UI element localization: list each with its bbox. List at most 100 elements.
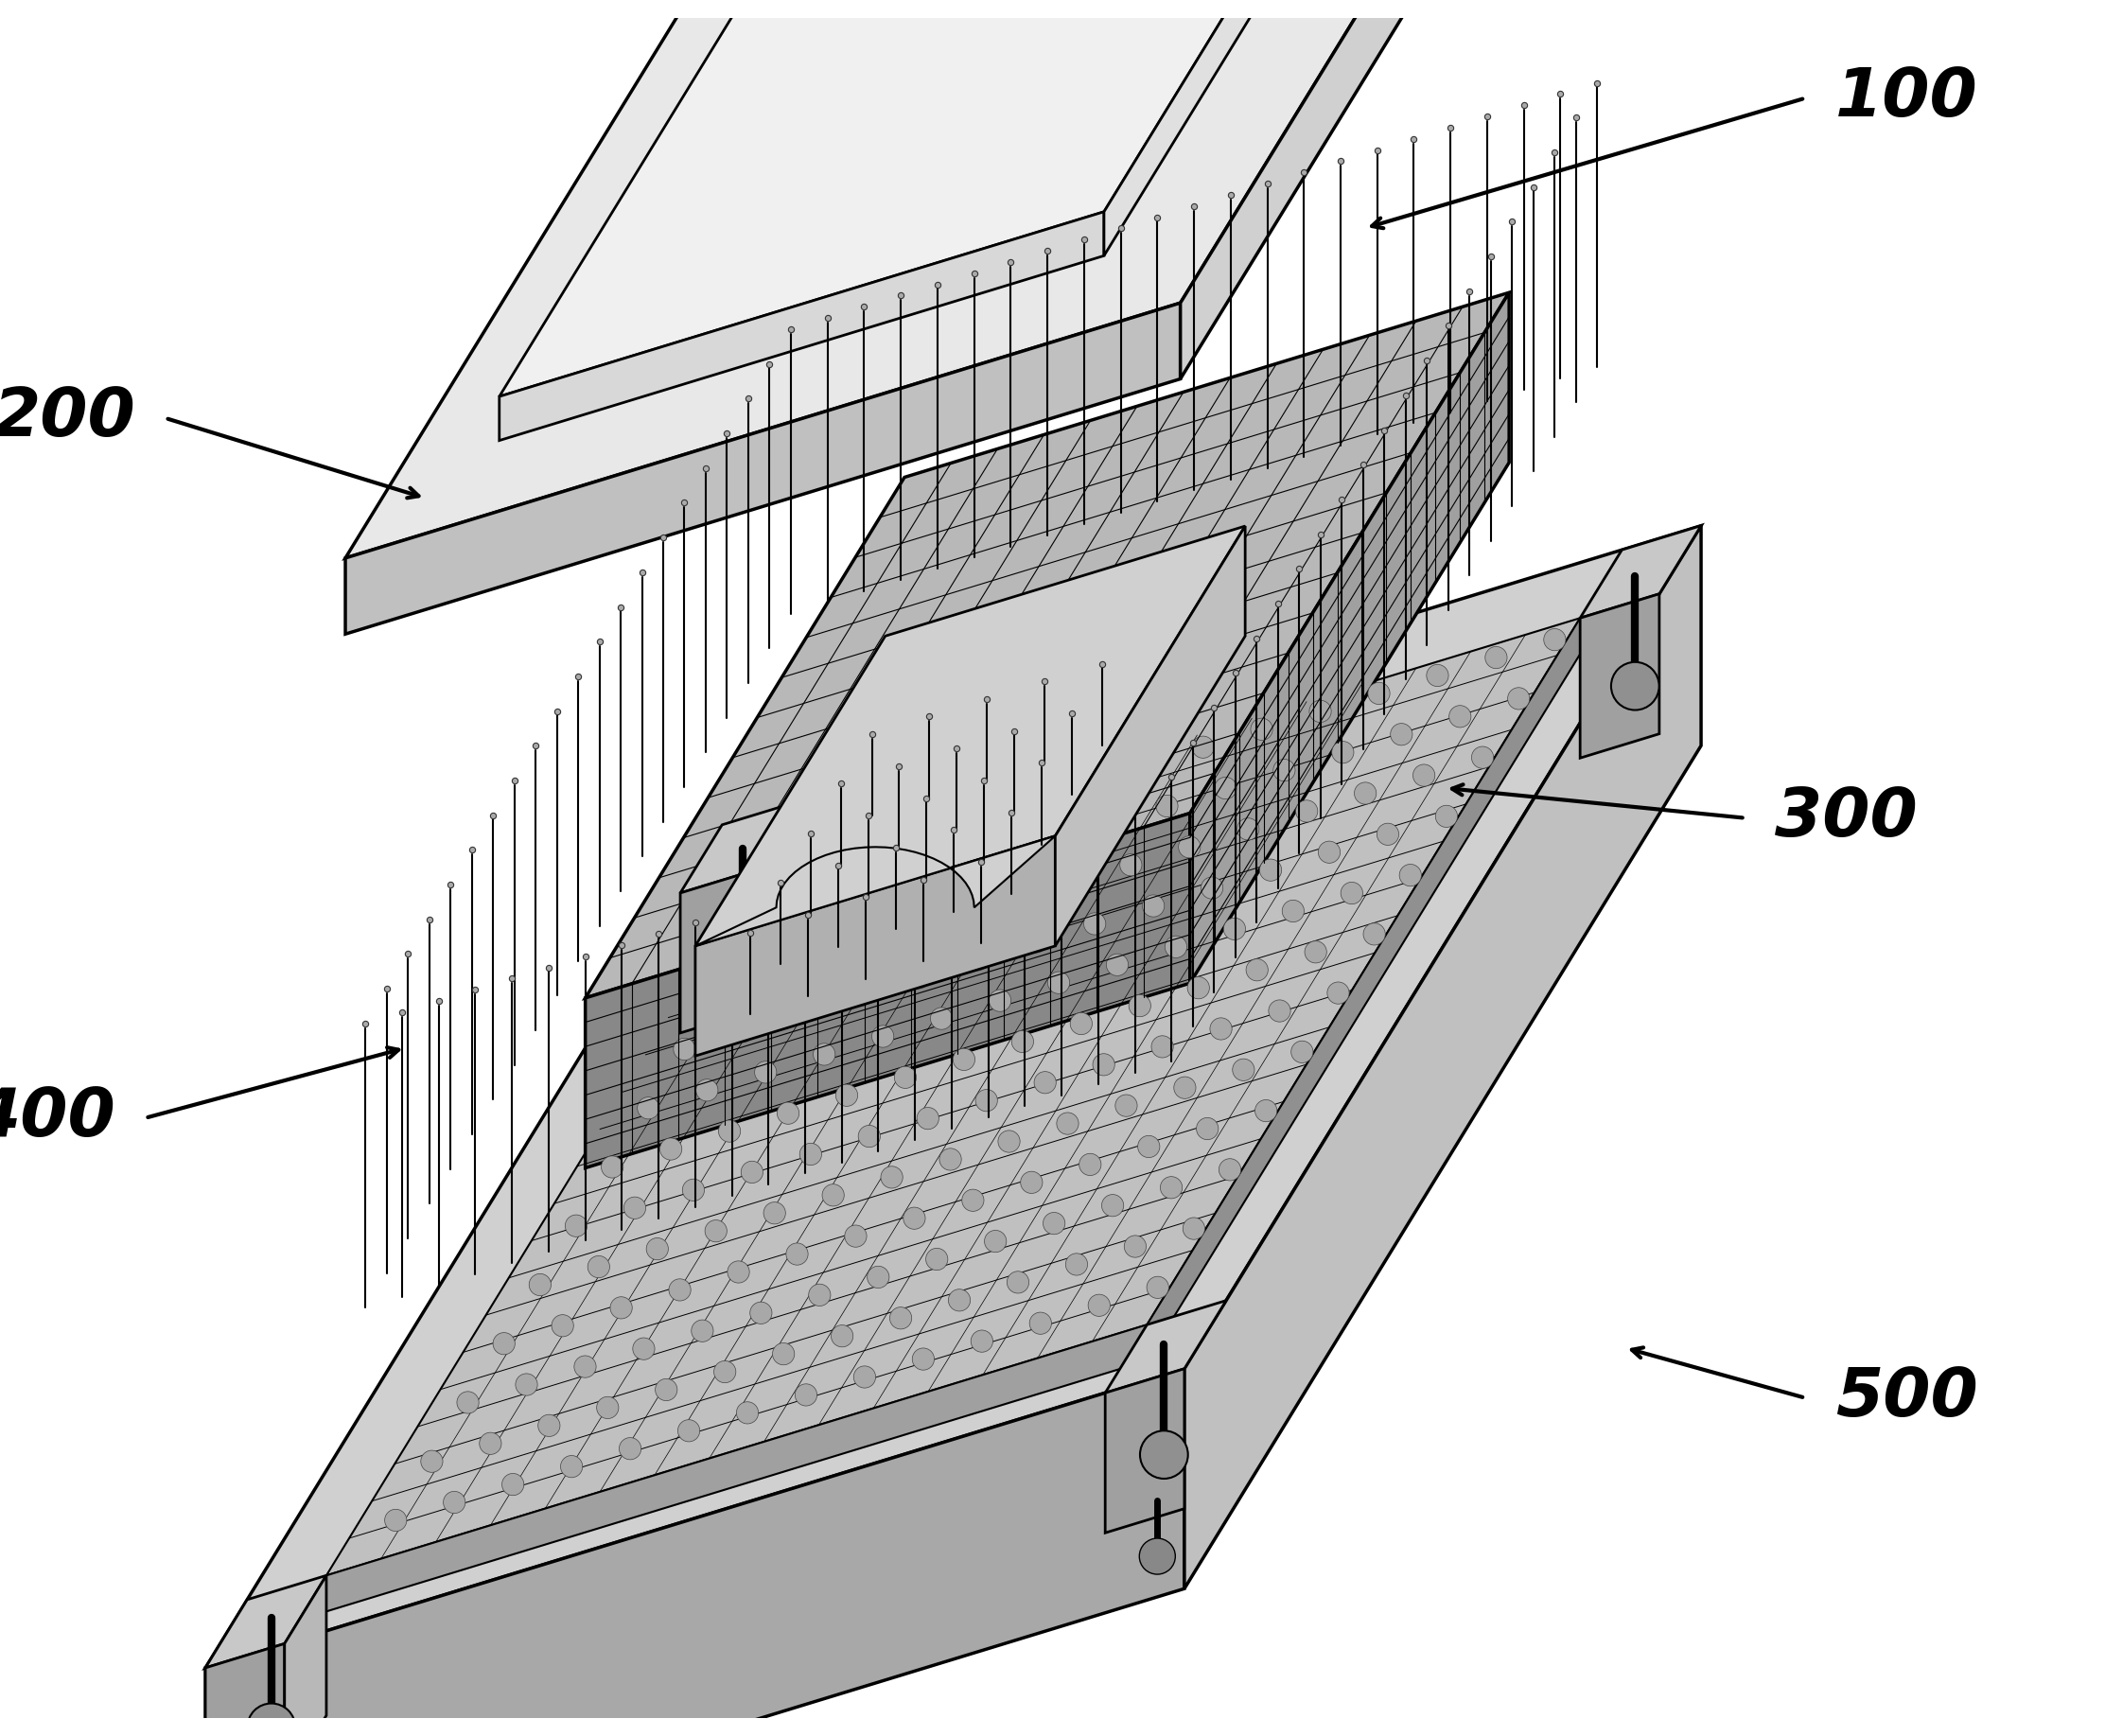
- Circle shape: [800, 1144, 821, 1165]
- Circle shape: [863, 885, 884, 906]
- Circle shape: [796, 1384, 817, 1406]
- Polygon shape: [585, 293, 1509, 998]
- Circle shape: [867, 1266, 888, 1288]
- Polygon shape: [345, 302, 1181, 634]
- Polygon shape: [1189, 293, 1509, 983]
- Polygon shape: [680, 868, 760, 1033]
- Circle shape: [855, 1366, 876, 1389]
- Text: 500: 500: [1836, 1364, 1979, 1430]
- Polygon shape: [206, 1576, 326, 1668]
- Circle shape: [1021, 1172, 1042, 1193]
- Circle shape: [1269, 1000, 1290, 1023]
- Polygon shape: [1181, 0, 1621, 378]
- Circle shape: [1215, 778, 1236, 799]
- Circle shape: [848, 984, 871, 1007]
- Circle shape: [1044, 1212, 1065, 1234]
- Circle shape: [1080, 1153, 1101, 1175]
- Circle shape: [1377, 823, 1400, 845]
- Polygon shape: [326, 618, 1581, 1576]
- Circle shape: [1219, 1158, 1242, 1180]
- Circle shape: [768, 962, 789, 983]
- Circle shape: [962, 1189, 983, 1212]
- Circle shape: [1610, 661, 1659, 710]
- Circle shape: [1151, 1036, 1172, 1057]
- Circle shape: [966, 948, 989, 970]
- Circle shape: [718, 1120, 741, 1142]
- Circle shape: [958, 807, 979, 830]
- Circle shape: [1141, 1430, 1187, 1479]
- Circle shape: [682, 1179, 705, 1201]
- Circle shape: [669, 1279, 690, 1300]
- Circle shape: [444, 1491, 465, 1514]
- Circle shape: [596, 1397, 619, 1418]
- Circle shape: [1255, 1101, 1278, 1121]
- Circle shape: [1084, 913, 1105, 934]
- Circle shape: [709, 979, 733, 1002]
- Circle shape: [899, 826, 922, 847]
- Circle shape: [1143, 894, 1164, 917]
- Polygon shape: [1147, 618, 1581, 1361]
- Circle shape: [781, 861, 804, 884]
- Text: 100: 100: [1836, 66, 1979, 130]
- Circle shape: [791, 1002, 813, 1024]
- Circle shape: [943, 908, 966, 929]
- Circle shape: [1238, 818, 1259, 840]
- Circle shape: [1156, 795, 1179, 818]
- Circle shape: [998, 1130, 1021, 1153]
- Circle shape: [831, 1325, 853, 1347]
- Circle shape: [528, 1274, 552, 1295]
- Circle shape: [1191, 736, 1215, 759]
- Circle shape: [823, 1184, 844, 1207]
- Circle shape: [619, 1437, 642, 1460]
- Circle shape: [697, 1080, 718, 1101]
- Circle shape: [421, 1450, 442, 1472]
- Circle shape: [733, 1021, 754, 1042]
- Circle shape: [836, 1085, 857, 1106]
- Circle shape: [1223, 918, 1246, 939]
- Circle shape: [1187, 977, 1210, 998]
- Circle shape: [1400, 865, 1421, 885]
- Circle shape: [1259, 859, 1282, 882]
- Polygon shape: [695, 837, 1055, 946]
- Circle shape: [1057, 1113, 1078, 1135]
- Circle shape: [1391, 724, 1412, 745]
- Circle shape: [1332, 741, 1354, 764]
- Circle shape: [1274, 759, 1295, 781]
- Polygon shape: [499, 212, 1103, 441]
- Circle shape: [1436, 806, 1457, 828]
- Circle shape: [911, 1349, 935, 1370]
- Circle shape: [1427, 665, 1448, 686]
- Circle shape: [975, 1090, 998, 1111]
- Circle shape: [1132, 753, 1156, 776]
- Circle shape: [493, 1333, 516, 1354]
- Circle shape: [773, 1344, 794, 1364]
- Circle shape: [678, 1420, 699, 1441]
- Circle shape: [1139, 1538, 1175, 1575]
- Circle shape: [623, 1196, 646, 1219]
- Circle shape: [804, 903, 827, 925]
- Circle shape: [1250, 719, 1274, 740]
- Circle shape: [1034, 1071, 1057, 1094]
- Circle shape: [954, 1049, 975, 1071]
- Circle shape: [1025, 930, 1046, 953]
- Circle shape: [1029, 1312, 1052, 1335]
- Polygon shape: [1185, 526, 1701, 1588]
- Circle shape: [1124, 1236, 1147, 1257]
- Circle shape: [1309, 700, 1330, 722]
- Circle shape: [907, 967, 930, 988]
- Circle shape: [728, 1260, 749, 1283]
- Circle shape: [949, 1290, 970, 1311]
- Polygon shape: [326, 1325, 1147, 1611]
- Circle shape: [480, 1432, 501, 1455]
- Circle shape: [1101, 1194, 1124, 1217]
- Polygon shape: [760, 800, 802, 1009]
- Text: 200: 200: [0, 385, 135, 451]
- Circle shape: [1120, 854, 1141, 877]
- Circle shape: [552, 1314, 573, 1337]
- Circle shape: [1160, 1177, 1183, 1198]
- Polygon shape: [284, 1576, 326, 1736]
- Circle shape: [880, 1167, 903, 1187]
- Circle shape: [602, 1156, 623, 1179]
- Circle shape: [1354, 783, 1377, 804]
- Circle shape: [1196, 1118, 1219, 1139]
